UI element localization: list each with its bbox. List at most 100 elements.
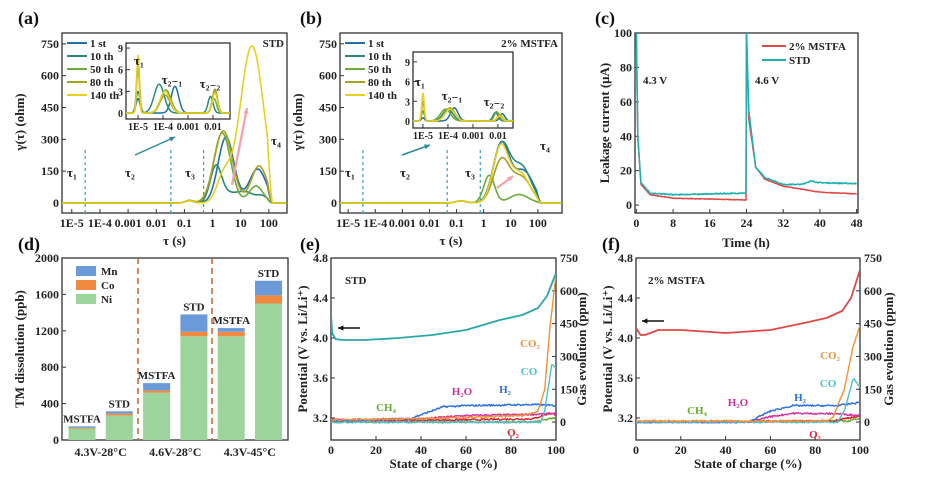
bar-segment-ni (217, 336, 245, 440)
inset-pointer-arrow-head (169, 136, 175, 142)
region-label: τ₂ (125, 165, 135, 180)
y-tick-label: 150 (41, 164, 59, 178)
inset-peak-label: τ₂₋₁ (162, 72, 183, 87)
x-tick-label: 100 (260, 216, 278, 230)
region-label: τ₃ (185, 165, 195, 180)
bar-segment-mn (217, 328, 245, 332)
bar-segment-ni (255, 303, 282, 440)
gas-series-line (331, 364, 556, 424)
inset-series-line (126, 54, 230, 114)
x-tick-label: 1 (481, 216, 487, 230)
legend-label: 10 th (368, 51, 392, 63)
panel-c-leakage-chart: 0 8 16 24 32 40 48 0 20 40 60 80 100 2% MSTFA STD 4.3 V… (597, 26, 863, 250)
gas-label: CO₂ (820, 350, 841, 362)
legend-label: 10 th (90, 51, 114, 63)
y-tick-label: 4.4 (618, 291, 633, 305)
bar-segment-ni (105, 415, 133, 440)
x-axis-label: τ (s) (440, 233, 463, 248)
y-tick-label: 4.4 (313, 291, 328, 305)
legend-label: 80 th (90, 77, 114, 89)
y-tick-label: 3 (118, 87, 123, 98)
panel-label: (c) (595, 8, 615, 29)
y-tick-label: 6 (405, 78, 410, 89)
x-tick-label: 100 (851, 443, 869, 457)
plot-frame (635, 257, 861, 441)
inset-pointer-arrow-head (424, 144, 430, 150)
y-tick-label: 0 (331, 196, 337, 210)
y-tick-label: 400 (41, 397, 59, 411)
y-tick-label: 600 (41, 69, 59, 83)
y-tick-label: 4.8 (313, 251, 328, 265)
region-label: τ₁ (67, 165, 77, 180)
y2-axis-label: Gas evolution (ppm) (881, 292, 896, 405)
drt-series-line (62, 132, 287, 204)
panel-label: (f) (602, 234, 620, 255)
y-tick-label: 3 (405, 97, 410, 108)
bar-segment-co (105, 413, 133, 416)
y-tick-label: 20 (620, 164, 632, 178)
x-tick-label: 100 (547, 443, 565, 457)
chart-title: 2% MSTFA (501, 38, 558, 50)
y-tick-label: 600 (864, 284, 882, 298)
x-tick-label: 60 (460, 443, 472, 457)
x-tick-label: 1E-4 (438, 131, 458, 142)
legend-label: 50 th (90, 64, 114, 76)
legend-label: Mn (101, 266, 118, 278)
drt-series-line (340, 174, 562, 204)
legend-label: 1 st (368, 38, 385, 50)
y-tick-label: 150 (864, 382, 882, 396)
x-tick-label: 1E-5 (336, 216, 360, 230)
x-tick-label: 8 (670, 216, 676, 230)
y-tick-label: 300 (864, 349, 882, 363)
y-tick-label: 9 (118, 44, 123, 55)
x-tick-label: 48 (851, 216, 863, 230)
gas-label: H₂O (452, 386, 473, 398)
plot-frame (61, 32, 288, 214)
y-tick-label: 0 (118, 109, 123, 120)
y-tick-label: 450 (560, 317, 578, 331)
leakage-series-line (635, 33, 857, 196)
gas-series-line (331, 273, 556, 422)
panel-a-drt-chart: 1E-5 1E-4 0.001 0.01 0.1 1 10 10001503004506007… (12, 32, 288, 248)
y-axis-label: Leakage current (μA) (597, 63, 612, 184)
inset-background (126, 43, 230, 119)
drt-series-line (340, 140, 562, 204)
chart-title: STD (345, 275, 366, 287)
legend-label: STD (789, 55, 810, 67)
y-tick-label: 100 (614, 26, 632, 40)
x-tick-label: 16 (704, 216, 716, 230)
y-axis-label: TM dissolution (ppb) (12, 290, 27, 408)
gas-label: CO (521, 366, 538, 378)
region-label: τ₄ (271, 133, 281, 148)
gas-series-line (636, 325, 860, 423)
plot-frame (339, 32, 563, 214)
bar-label: STD (183, 301, 204, 313)
bar-label: MSTFA (138, 370, 176, 382)
y-tick-label: 450 (41, 101, 59, 115)
y-tick-label: 600 (560, 284, 578, 298)
potential-curve (636, 269, 860, 336)
drt-series-line (340, 143, 562, 204)
x-tick-label: 1E-4 (153, 122, 173, 133)
left-axis-arrow-head (338, 325, 344, 331)
x-tick-label: 0.1 (177, 216, 192, 230)
inset-peak-label: τ₂₋₂ (484, 94, 505, 109)
bar-label: MSTFA (63, 413, 101, 425)
x-tick-label: 0.001 (389, 216, 416, 230)
inset-peak-label: τ₂₋₂ (200, 76, 221, 91)
bar-segment-co (180, 331, 208, 337)
gas-label: CH₄ (687, 405, 708, 417)
y-axis-label: Potential (V vs. Li/Li⁺) (600, 285, 615, 412)
legend-label: 80 th (368, 77, 392, 89)
left-axis-arrow-head (642, 318, 648, 324)
legend-swatch (76, 266, 96, 276)
y-tick-label: 80 (620, 60, 632, 74)
y-tick-label: 750 (560, 251, 578, 265)
drt-series-line (340, 156, 562, 204)
x-tick-label: 60 (764, 443, 776, 457)
chart-title: 2% MSTFA (648, 275, 705, 287)
legend-label: 2% MSTFA (789, 41, 846, 53)
gas-label: O₂ (809, 429, 822, 441)
y-tick-label: 800 (41, 360, 59, 374)
x-tick-label: 0 (633, 443, 639, 457)
